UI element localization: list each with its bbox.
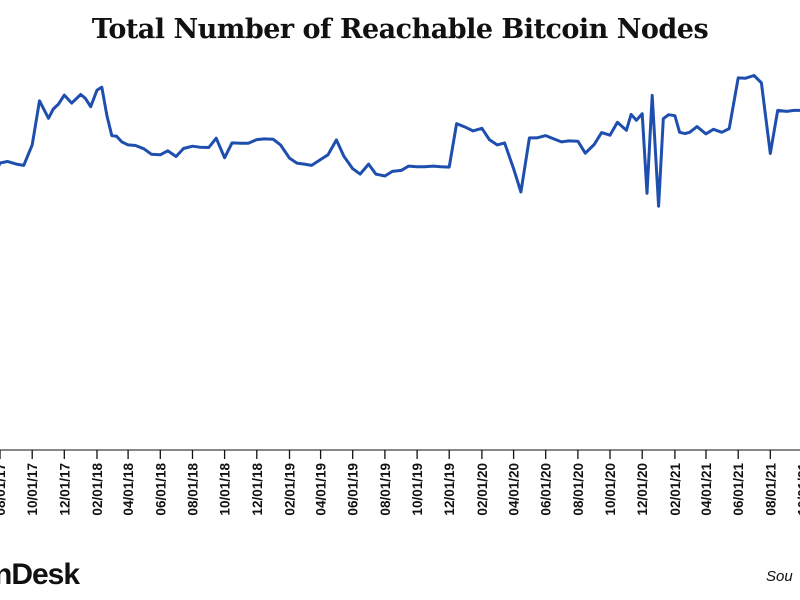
x-tick-label: 04/01/20	[507, 463, 522, 516]
x-tick-label: 08/01/21	[763, 463, 778, 516]
x-tick-label: 08/01/20	[571, 463, 586, 516]
x-tick-label: 08/01/17	[0, 463, 8, 516]
x-tick-label: 12/01/20	[635, 463, 650, 516]
x-tick-label: 04/01/18	[121, 463, 136, 516]
x-axis-tick-labels: 08/01/17 10/01/17 12/01/17 02/01/18 04/01/18…	[0, 463, 800, 516]
x-tick-label: 12/01/18	[250, 463, 265, 516]
x-tick-label: 02/01/18	[90, 463, 105, 516]
x-tick-label: 12/01/19	[442, 463, 457, 516]
brand-logo: nDesk	[0, 558, 80, 591]
x-tick-label: 08/01/19	[378, 463, 393, 516]
x-tick-label: 10/01/21	[796, 463, 800, 516]
x-tick-label: 04/01/19	[314, 463, 329, 516]
x-tick-label: 02/01/20	[475, 463, 490, 516]
source-note: Sou	[766, 568, 793, 585]
x-tick-label: 02/01/19	[283, 463, 298, 516]
x-tick-label: 10/01/19	[410, 463, 425, 516]
x-tick-label: 08/01/18	[186, 463, 201, 516]
x-tick-label: 06/01/18	[153, 463, 168, 516]
x-tick-label: 06/01/21	[731, 463, 746, 516]
x-tick-label: 02/01/21	[668, 463, 683, 516]
x-axis-ticks	[0, 450, 771, 459]
x-tick-label: 06/01/20	[539, 463, 554, 516]
x-tick-label: 06/01/19	[346, 463, 361, 516]
x-tick-label: 10/01/18	[218, 463, 233, 516]
series-line	[0, 74, 800, 208]
x-tick-label: 04/01/21	[699, 463, 714, 516]
x-tick-label: 10/01/20	[603, 463, 618, 516]
x-tick-label: 12/01/17	[57, 463, 72, 516]
chart-title: Total Number of Reachable Bitcoin Nodes	[91, 14, 709, 45]
x-tick-label: 10/01/17	[25, 463, 40, 516]
